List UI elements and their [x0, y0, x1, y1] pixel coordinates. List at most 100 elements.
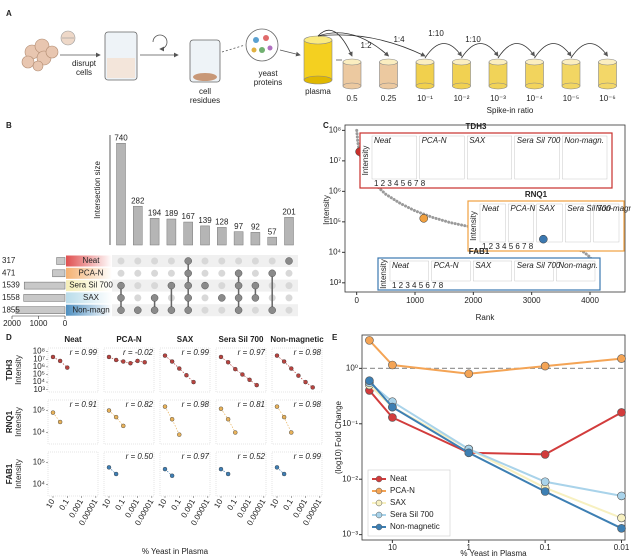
point: [225, 360, 231, 365]
point: [142, 360, 147, 365]
correlation-label: r = 0.97: [238, 348, 266, 357]
bar-value-label: 128: [215, 218, 229, 227]
inset-x-ticks: 1 2 3 4 5 6 7 8: [392, 281, 444, 290]
correlation-label: r = 0.52: [238, 452, 266, 461]
y-tick-label: 10⁴: [33, 377, 46, 386]
matrix-dot-empty: [218, 269, 226, 277]
set-label: SAX: [83, 293, 100, 302]
matrix-dot-empty: [218, 257, 226, 265]
point: [113, 471, 119, 477]
legend-label: Non-magnetic: [390, 522, 440, 531]
bar: [133, 205, 143, 246]
tube-bottom: [415, 82, 435, 90]
inset-panel: [514, 260, 554, 282]
inset-panel-title: Neat: [392, 261, 410, 270]
cell-frame: [103, 347, 155, 393]
matrix-dot-empty: [151, 257, 159, 265]
matrix-dot-empty: [251, 257, 259, 265]
matrix-dot-empty: [285, 306, 293, 314]
point: [274, 404, 280, 409]
tube-bottom: [525, 82, 544, 90]
inset-panel-title: SAX: [469, 136, 486, 145]
tube: [452, 61, 471, 87]
matrix-dot: [201, 281, 209, 290]
inset-title: TDH3: [466, 122, 487, 131]
set-band: [66, 304, 112, 316]
point: [310, 385, 315, 390]
matrix-dot-empty: [117, 269, 125, 277]
matrix-dot-empty: [201, 294, 209, 302]
row-y-label: Intensity: [14, 407, 23, 437]
ratio-label: 10⁻¹: [417, 94, 433, 103]
point: [50, 354, 56, 360]
trend-line: [276, 406, 292, 433]
inset-panel-title: Non-magn.: [596, 204, 631, 213]
x-tick-label: 4000: [581, 296, 599, 305]
inset-y-label: Intensity: [469, 211, 478, 241]
point: [303, 379, 308, 385]
x-tick-label: 10: [156, 497, 169, 510]
inset-panel: [556, 260, 596, 282]
point: [218, 354, 224, 360]
legend-box: [367, 469, 451, 537]
row-y-label: Intensity: [14, 459, 23, 489]
matrix-dot: [167, 281, 176, 290]
point: [57, 419, 63, 425]
inset-panel-title: Non-magn.: [564, 136, 604, 145]
matrix-dot-empty: [251, 269, 259, 277]
y-tick-label: 10⁵: [33, 458, 45, 467]
legend-marker: [375, 475, 383, 483]
legend-marker: [375, 487, 383, 495]
cell-frame: [47, 347, 99, 393]
matrix-dot-empty: [167, 257, 175, 265]
highlight-point: [419, 214, 428, 223]
point: [388, 360, 397, 370]
matrix-dot-empty: [201, 269, 209, 277]
x-tick-label: 10: [388, 543, 397, 552]
matrix-dot: [184, 294, 192, 302]
dilution-arrow: [461, 43, 499, 59]
point: [169, 359, 175, 364]
tube-bottom: [379, 82, 398, 90]
set-size-bar: [23, 294, 66, 302]
set-size-label: 1558: [2, 293, 20, 302]
inset-panel: [473, 260, 513, 282]
cell-frame: [159, 347, 211, 393]
panel-label: D: [6, 333, 12, 342]
x-tick-label: 2000: [464, 296, 482, 305]
bar: [217, 227, 227, 246]
matrix-dot: [117, 294, 125, 302]
plot-frame: [344, 124, 626, 293]
panel-label: B: [6, 121, 12, 130]
point: [388, 402, 397, 412]
inset-panel: [419, 135, 465, 180]
inset-y-label: Intensity: [379, 259, 388, 289]
matrix-dot: [167, 306, 176, 314]
matrix-dot: [234, 306, 243, 314]
cell-frame: [271, 399, 323, 445]
inset-y-label: Intensity: [361, 146, 370, 176]
y-tick-label: 10⁸: [329, 125, 341, 134]
plot-frame: [361, 334, 626, 541]
y-axis-label: Intensity: [322, 195, 331, 225]
matrix-dot: [117, 281, 125, 290]
matrix-dot-empty: [134, 269, 142, 277]
cell-frame: [47, 451, 99, 497]
tube-top: [379, 58, 398, 66]
point: [281, 471, 287, 477]
matrix-dot-empty: [151, 282, 159, 290]
y-tick-label: 10⁴: [33, 428, 46, 437]
y-tick-label: 10⁻³: [342, 530, 358, 539]
protein-icon: [245, 28, 279, 62]
inset-panel: [508, 203, 534, 243]
cell-frame: [159, 399, 211, 445]
legend-label: Neat: [390, 474, 408, 483]
bar-value-label: 189: [165, 209, 179, 218]
set-label: PCA-N: [79, 268, 104, 277]
cell-frame: [47, 399, 99, 445]
point: [135, 358, 140, 364]
matrix-dot: [268, 269, 276, 278]
point: [113, 414, 119, 420]
x-tick-label: 0: [354, 296, 359, 305]
x-tick-label: 0.1: [225, 497, 239, 512]
